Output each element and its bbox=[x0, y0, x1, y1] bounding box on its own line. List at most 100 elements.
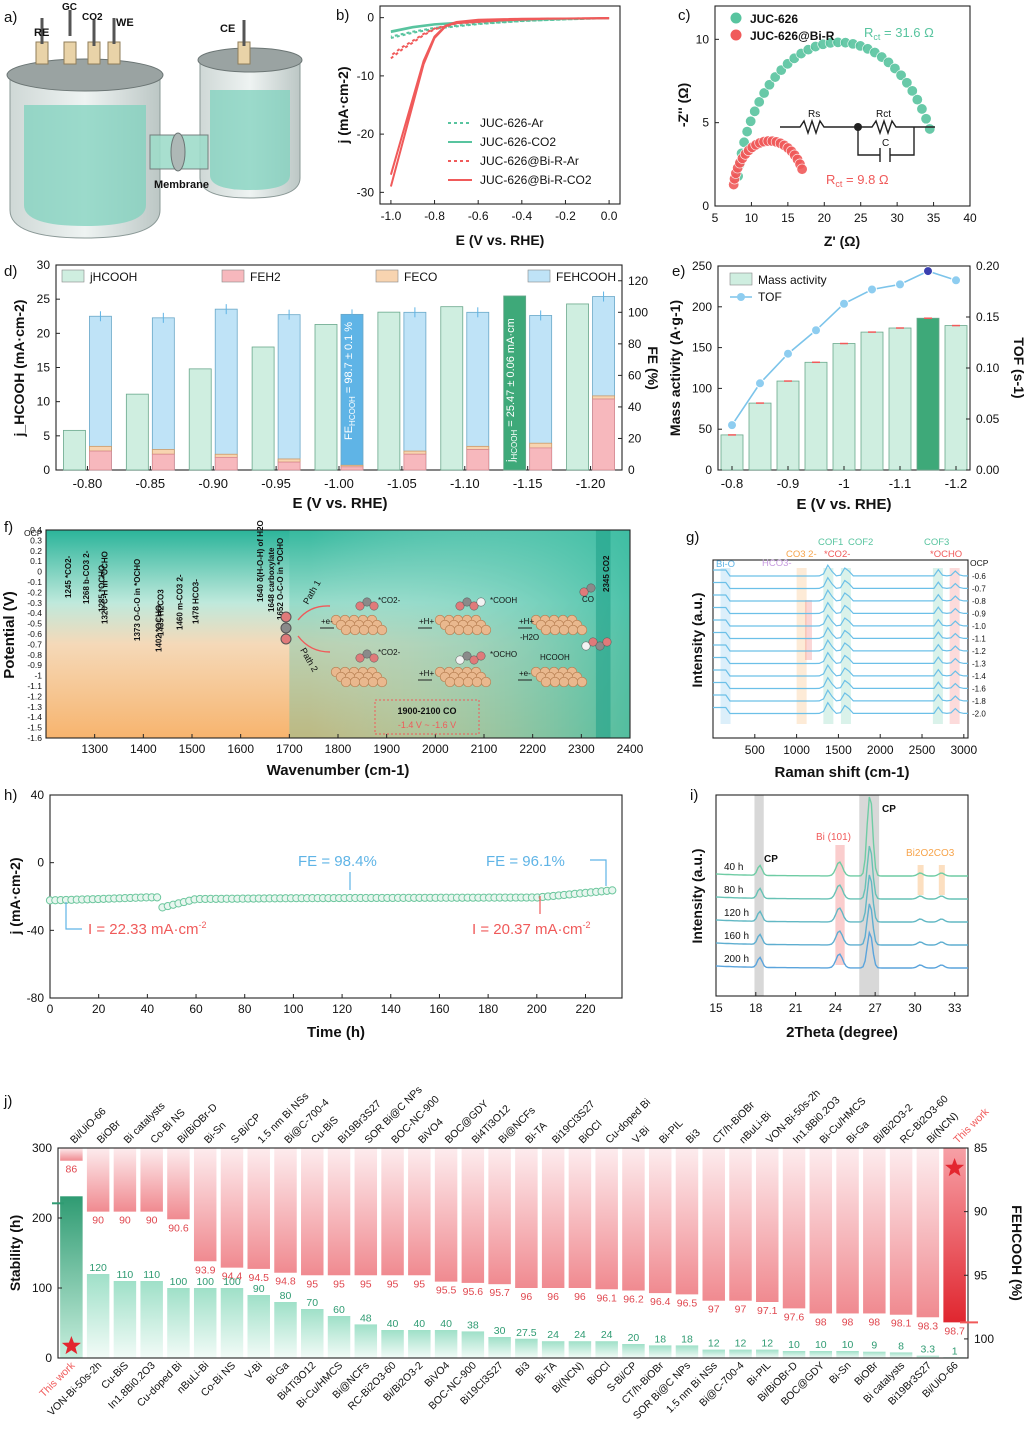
bar-feh2 bbox=[277, 461, 301, 471]
fe-value-label: 95.7 bbox=[489, 1287, 510, 1299]
bi-atom bbox=[376, 624, 388, 636]
co2-band bbox=[595, 530, 611, 738]
stability-category-label: V-Bi bbox=[243, 1360, 265, 1382]
stability-value-label: 18 bbox=[681, 1333, 693, 1345]
x-tick-label: 180 bbox=[478, 1002, 498, 1016]
peak-label: COF3 bbox=[924, 537, 949, 548]
bar-fe bbox=[889, 1148, 913, 1315]
x-tick-label: 5 bbox=[712, 211, 719, 225]
molecule-atom bbox=[602, 637, 612, 647]
x-tick-label: -0.8 bbox=[721, 476, 743, 491]
stability-value-label: 70 bbox=[306, 1297, 318, 1309]
bar-feh2 bbox=[340, 466, 364, 471]
panel-letter: b) bbox=[336, 7, 349, 24]
peak-label: 1435 H2CO3 bbox=[156, 589, 165, 636]
bi-atom bbox=[558, 676, 570, 688]
bar-fehcooh bbox=[214, 308, 238, 471]
y-tick-label: 20 bbox=[37, 326, 51, 340]
x-tick-label: -1 bbox=[838, 476, 850, 491]
bar-fe bbox=[193, 1148, 217, 1262]
bar-stability bbox=[756, 1349, 779, 1358]
peak-label: Bi-O bbox=[716, 559, 735, 570]
bar-stability bbox=[220, 1288, 244, 1358]
y2-tick-label: 95 bbox=[974, 1268, 988, 1282]
x-tick-label: 2500 bbox=[909, 743, 936, 757]
band-highlight bbox=[917, 865, 924, 895]
molecule-atom bbox=[455, 601, 465, 611]
x-tick-label: 15 bbox=[781, 211, 795, 225]
x-tick-label: 1400 bbox=[130, 742, 157, 756]
molecule-atom bbox=[369, 653, 379, 663]
x-tick-label: -1.10 bbox=[450, 476, 480, 491]
molecule-atom bbox=[362, 597, 372, 607]
stability-value-label: 40 bbox=[413, 1318, 425, 1330]
molecule-atom bbox=[595, 641, 605, 651]
y-tick-label: 0.1 bbox=[30, 556, 42, 566]
raman-spectrum bbox=[713, 626, 968, 640]
peak-label: 1268 b-CO3 2- bbox=[82, 550, 91, 604]
x-tick-label: -1.1 bbox=[889, 476, 911, 491]
x-axis-label: E (V vs. RHE) bbox=[456, 232, 545, 248]
y-axis-label: -Z'' (Ω) bbox=[675, 83, 691, 127]
bar-jhcooh bbox=[377, 311, 401, 471]
heatmap-blend bbox=[46, 530, 630, 738]
y2-tick-label: 0.15 bbox=[976, 310, 1000, 324]
data-point bbox=[769, 71, 781, 83]
x-tick-label: 30 bbox=[890, 211, 904, 225]
raman-spectrum bbox=[713, 651, 968, 665]
panel-letter: a) bbox=[4, 9, 17, 26]
xrd-pattern bbox=[715, 874, 968, 923]
data-point bbox=[916, 103, 928, 115]
rct-value: = 31.6 Ω bbox=[880, 25, 934, 40]
y-tick-label: -1.2 bbox=[27, 691, 42, 701]
legend-label: JUC-626 bbox=[750, 12, 798, 26]
y-tick-label: 300 bbox=[32, 1141, 52, 1155]
x-tick-label: 33 bbox=[948, 1001, 962, 1015]
y2-axis-label: FEHCOOH (%) bbox=[1009, 1205, 1024, 1301]
molecule-atom bbox=[462, 651, 472, 661]
stability-value-label: 24 bbox=[574, 1329, 586, 1341]
x-tick-label: 1000 bbox=[783, 743, 810, 757]
bar-feh2 bbox=[529, 447, 553, 471]
peak-label: 1285 *OCHO bbox=[97, 565, 106, 612]
y-tick-label: -0.2 bbox=[27, 587, 42, 597]
bar-fe bbox=[113, 1148, 137, 1212]
bi-atom bbox=[340, 624, 352, 636]
fe-value-label: 95.6 bbox=[463, 1286, 484, 1298]
y2-tick-label: 100 bbox=[628, 305, 648, 319]
fe-value-label: 94.8 bbox=[275, 1276, 296, 1288]
raman-spectrum bbox=[713, 701, 968, 715]
bar-stability bbox=[327, 1316, 351, 1358]
molecule-atom bbox=[362, 649, 372, 659]
bar-fe bbox=[541, 1148, 565, 1288]
x-tick-label: 25 bbox=[854, 211, 868, 225]
bi-atom bbox=[558, 624, 570, 636]
fe-value-label: 95 bbox=[306, 1278, 318, 1290]
plot-frame bbox=[57, 1147, 969, 1359]
subscript: HCOOH bbox=[348, 396, 357, 426]
stability-value-label: 110 bbox=[117, 1269, 134, 1281]
y-tick-label: 200 bbox=[32, 1211, 52, 1225]
peak-label: *CO2- bbox=[824, 549, 850, 560]
bar-mass-activity bbox=[776, 380, 800, 471]
molecule-atom bbox=[469, 601, 479, 611]
molecule-atom bbox=[355, 653, 365, 663]
rct-value: = 9.8 Ω bbox=[842, 172, 888, 187]
ocp-label: OCP bbox=[970, 558, 989, 568]
y-tick-label: -30 bbox=[357, 185, 375, 199]
x-tick-label: -0.8 bbox=[424, 209, 445, 223]
bar-fe bbox=[568, 1148, 592, 1288]
panel-f: f) 1300 1400 1500 1600 1700 1800 1900 2000 2100 22… bbox=[1, 519, 644, 779]
y2-tick-label: 60 bbox=[628, 368, 642, 382]
data-point bbox=[920, 113, 932, 125]
bar-fe bbox=[782, 1148, 806, 1309]
bar-fe bbox=[461, 1148, 485, 1283]
peak-label: 1478 HCO3- bbox=[191, 579, 200, 624]
label-membrane: Membrane bbox=[154, 179, 209, 191]
legend-swatch bbox=[61, 269, 85, 283]
molecule-atom bbox=[588, 637, 598, 647]
circuit-label: Rs bbox=[808, 109, 820, 120]
bar-mass-activity bbox=[944, 325, 968, 471]
y-tick-label: 100 bbox=[32, 1281, 52, 1295]
circuit-wire bbox=[857, 127, 880, 156]
